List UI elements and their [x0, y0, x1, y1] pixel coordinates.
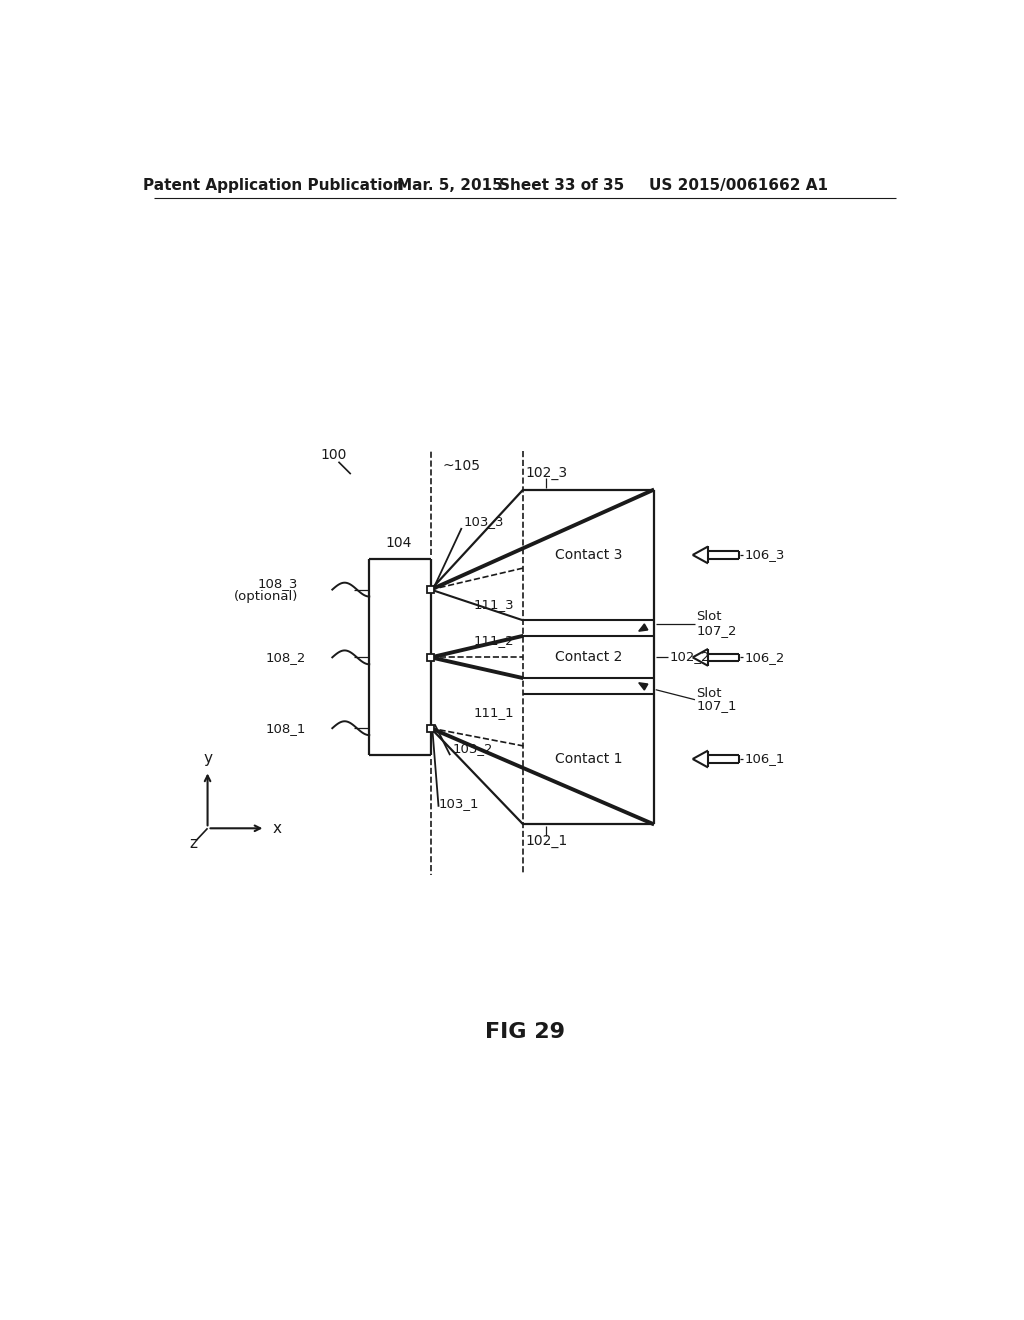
- Polygon shape: [639, 624, 648, 631]
- Text: Mar. 5, 2015: Mar. 5, 2015: [397, 178, 503, 193]
- Text: 106_3: 106_3: [745, 548, 785, 561]
- Bar: [427, 725, 434, 731]
- Text: 108_1: 108_1: [266, 722, 306, 735]
- Text: y: y: [203, 751, 212, 766]
- Text: Patent Application Publication: Patent Application Publication: [142, 178, 403, 193]
- Text: 108_3: 108_3: [258, 577, 298, 590]
- Text: 102_3: 102_3: [525, 466, 567, 479]
- Text: FIG 29: FIG 29: [484, 1023, 565, 1043]
- Text: 111_1: 111_1: [473, 706, 514, 719]
- Text: 104: 104: [385, 536, 412, 550]
- Text: Contact 1: Contact 1: [555, 752, 623, 766]
- Text: 111_2: 111_2: [473, 634, 514, 647]
- Text: Sheet 33 of 35: Sheet 33 of 35: [499, 178, 625, 193]
- Text: 107_2: 107_2: [696, 624, 737, 638]
- Text: 111_3: 111_3: [473, 598, 514, 611]
- Text: 107_1: 107_1: [696, 698, 737, 711]
- Text: 108_2: 108_2: [266, 651, 306, 664]
- Text: ~105: ~105: [442, 459, 480, 474]
- Bar: [427, 586, 434, 593]
- Text: z: z: [189, 836, 198, 851]
- Text: 103_3: 103_3: [463, 515, 504, 528]
- Text: US 2015/0061662 A1: US 2015/0061662 A1: [649, 178, 828, 193]
- Text: x: x: [272, 821, 282, 836]
- Text: 103_1: 103_1: [438, 797, 479, 810]
- Text: 106_2: 106_2: [745, 651, 785, 664]
- Text: 102_1: 102_1: [525, 834, 567, 849]
- Text: Slot: Slot: [696, 686, 722, 700]
- Text: 106_1: 106_1: [745, 752, 785, 766]
- Text: 102_2: 102_2: [670, 651, 710, 664]
- Text: Slot: Slot: [696, 610, 722, 623]
- Bar: [427, 653, 434, 661]
- Text: (optional): (optional): [234, 590, 298, 603]
- Polygon shape: [639, 682, 648, 690]
- Text: 103_2: 103_2: [453, 742, 493, 755]
- Text: Contact 2: Contact 2: [555, 651, 623, 664]
- Text: 100: 100: [321, 447, 347, 462]
- Text: Contact 3: Contact 3: [555, 548, 623, 562]
